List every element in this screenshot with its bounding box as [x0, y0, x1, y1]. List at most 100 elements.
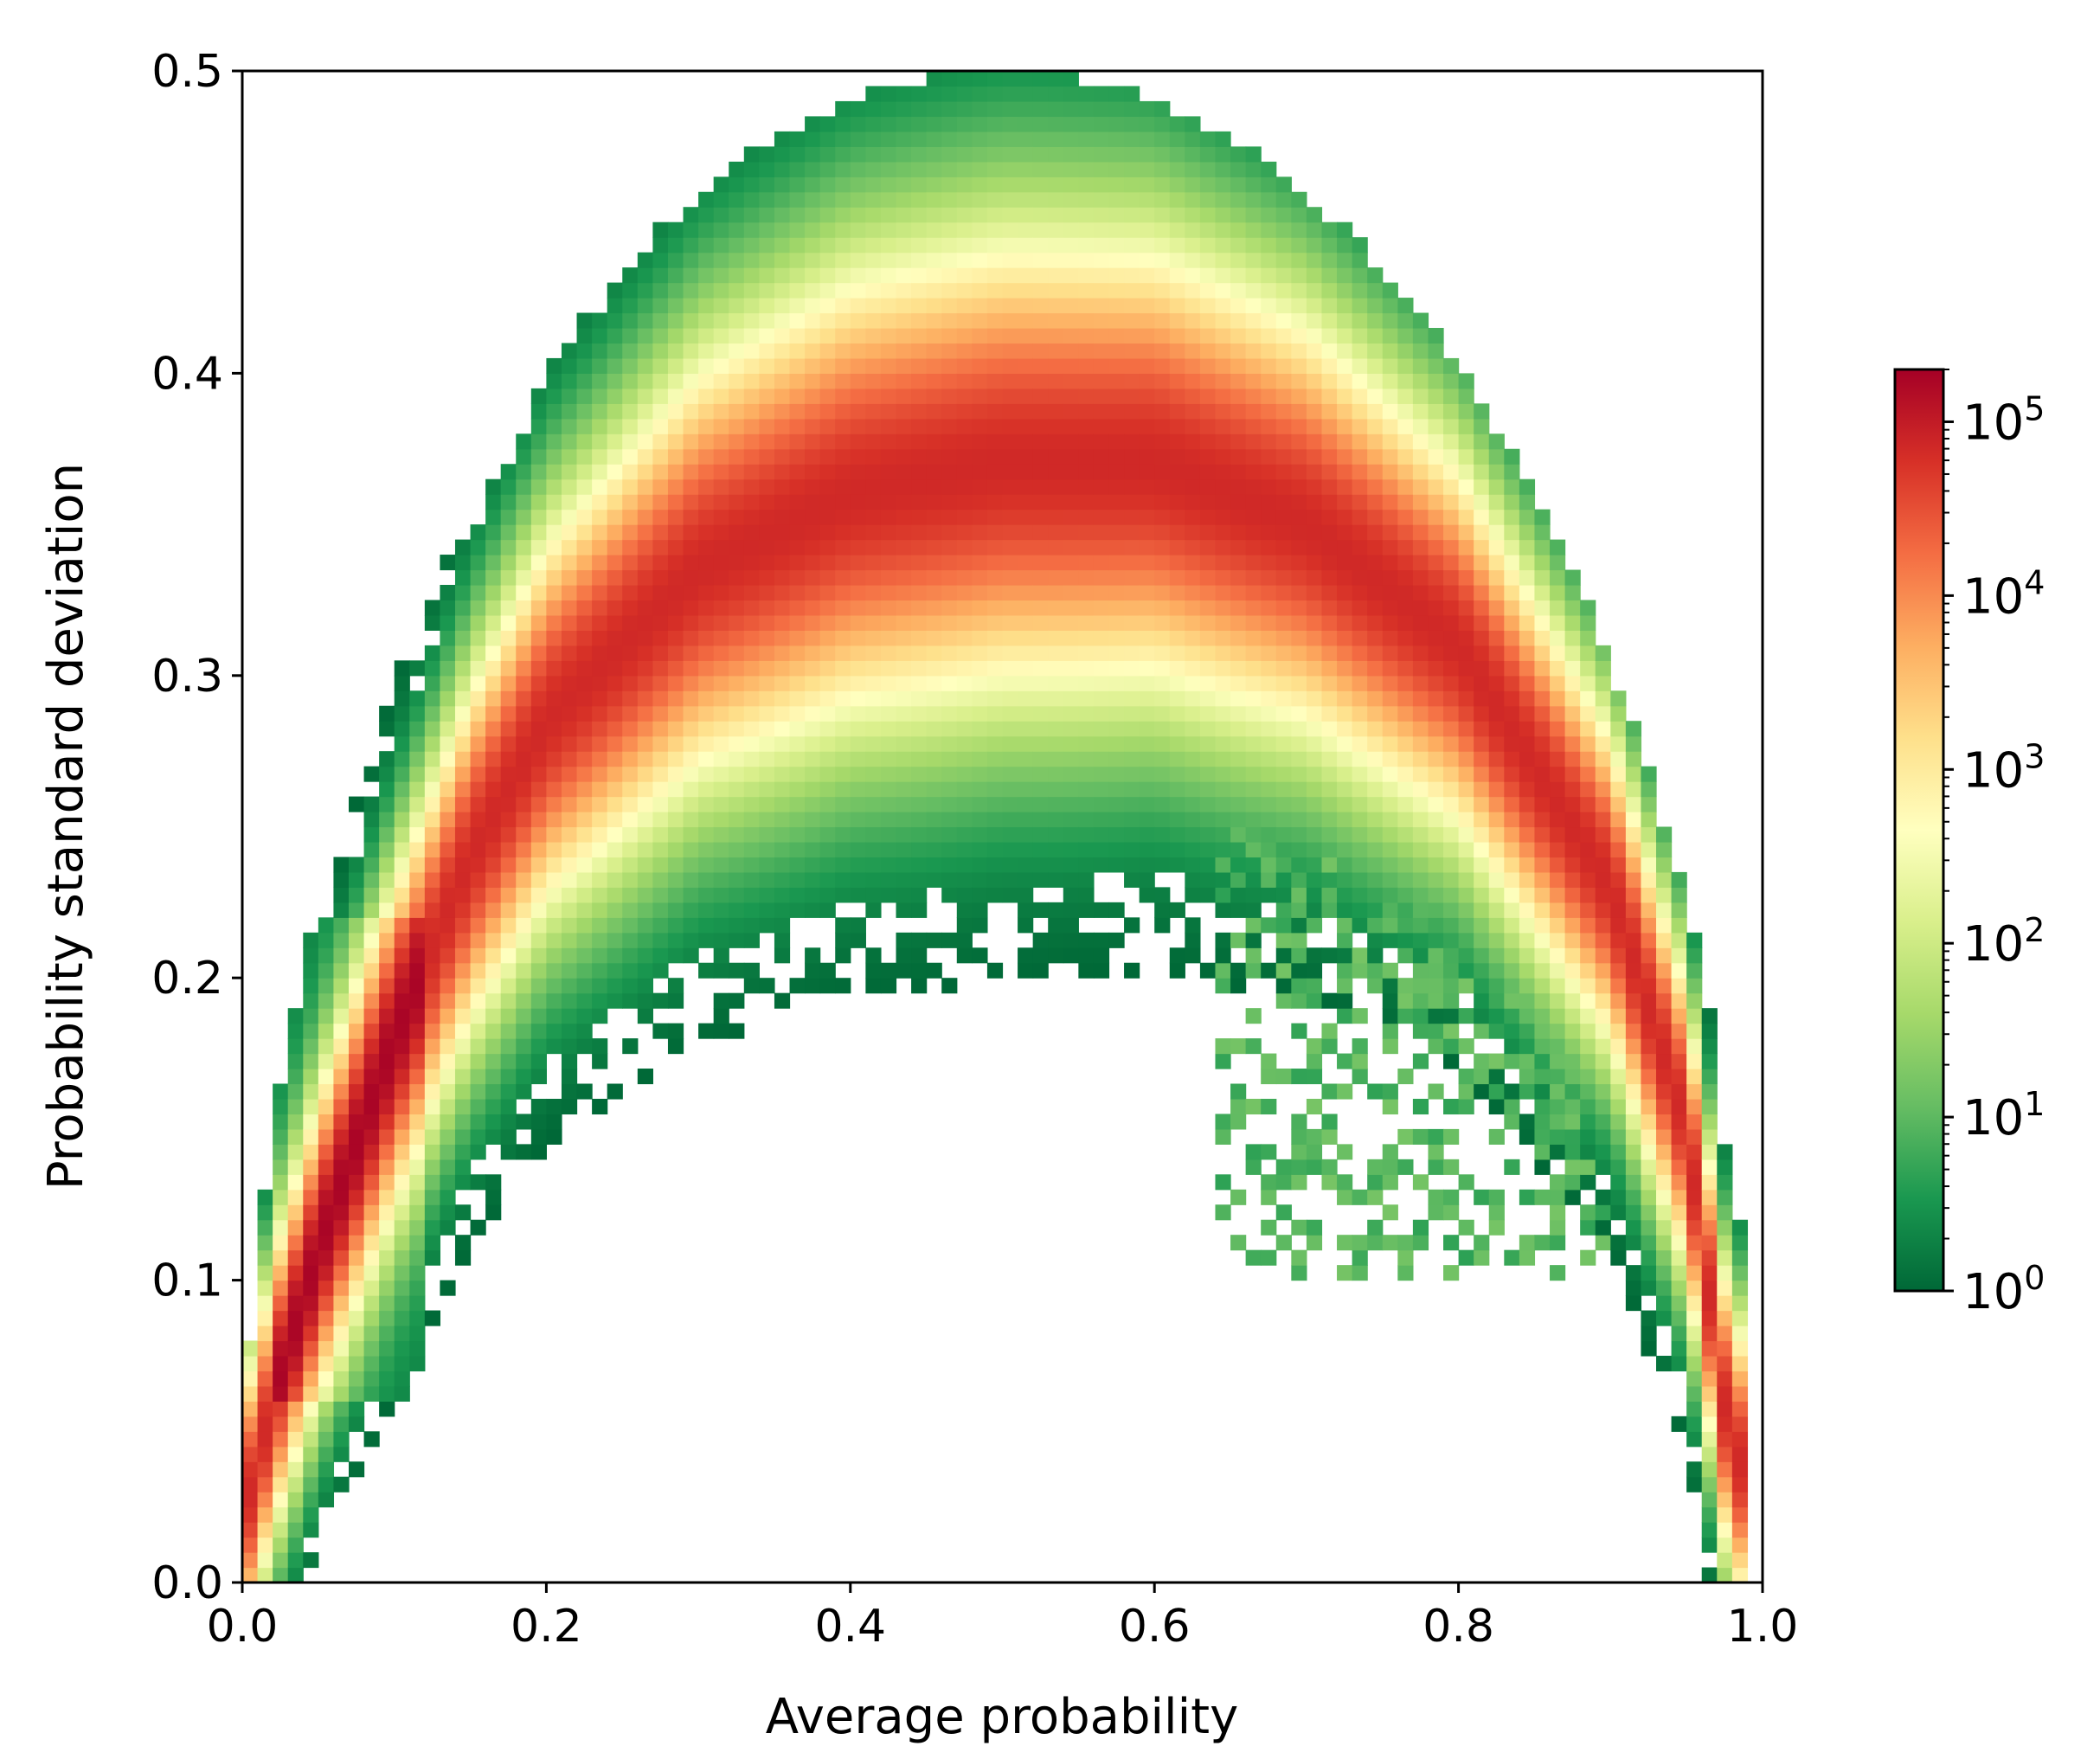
heatmap-cell — [729, 282, 745, 299]
heatmap-cell — [1671, 947, 1687, 964]
heatmap-cell — [1093, 781, 1110, 798]
heatmap-cell — [1428, 675, 1444, 691]
heatmap-cell — [470, 1174, 486, 1191]
heatmap-cell — [986, 645, 1004, 661]
heatmap-cell — [819, 388, 836, 404]
heatmap-cell — [835, 494, 851, 510]
heatmap-cell — [972, 388, 988, 404]
heatmap-cell — [530, 464, 547, 480]
heatmap-cell — [1474, 494, 1490, 510]
heatmap-cell — [1717, 1401, 1733, 1417]
heatmap-cell — [1580, 1083, 1596, 1100]
heatmap-cell — [759, 871, 775, 888]
heatmap-cell — [257, 1446, 273, 1462]
heatmap-cell — [789, 177, 806, 193]
heatmap-cell — [454, 1038, 472, 1055]
heatmap-cell — [713, 267, 729, 284]
heatmap-cell — [956, 826, 973, 843]
heatmap-cell — [607, 660, 623, 677]
heatmap-cell — [1382, 448, 1398, 465]
heatmap-cell — [1671, 1159, 1687, 1175]
heatmap-cell — [637, 751, 653, 767]
heatmap-cell — [1306, 902, 1323, 918]
heatmap-cell — [911, 100, 928, 118]
heatmap-cell — [1337, 252, 1353, 268]
heatmap-cell — [789, 418, 806, 434]
heatmap-cell — [774, 131, 791, 147]
heatmap-cell — [1199, 841, 1217, 858]
heatmap-cell — [1078, 207, 1095, 223]
heatmap-cell — [713, 721, 729, 737]
heatmap-cell — [333, 1431, 350, 1448]
heatmap-cell — [835, 841, 851, 858]
heatmap-cell — [1139, 131, 1155, 147]
heatmap-cell — [1352, 343, 1368, 359]
heatmap-cell — [1275, 478, 1292, 495]
heatmap-cell — [986, 312, 1004, 329]
heatmap-cell — [363, 1310, 380, 1326]
heatmap-cell — [713, 282, 729, 299]
heatmap-cell — [1048, 478, 1064, 495]
heatmap-cell — [698, 826, 715, 843]
heatmap-cell — [424, 1083, 441, 1100]
heatmap-cell — [1275, 403, 1292, 420]
heatmap-cell — [454, 675, 472, 691]
heatmap-cell — [1550, 992, 1566, 1009]
heatmap-cell — [1215, 660, 1231, 677]
heatmap-cell — [896, 539, 912, 555]
heatmap-cell — [1063, 600, 1079, 616]
heatmap-cell — [1656, 1189, 1673, 1205]
heatmap-cell — [819, 735, 836, 752]
heatmap-cell — [880, 403, 897, 420]
heatmap-cell — [1275, 237, 1292, 254]
heatmap-cell — [789, 569, 806, 586]
heatmap-cell — [379, 766, 395, 782]
heatmap-cell — [1382, 1008, 1398, 1024]
heatmap-cell — [789, 614, 806, 631]
heatmap-cell — [409, 871, 426, 888]
heatmap-cell — [1474, 600, 1490, 616]
heatmap-cell — [805, 343, 821, 359]
heatmap-cell — [394, 947, 410, 964]
heatmap-cell — [1671, 1219, 1687, 1236]
heatmap-cell — [941, 735, 958, 752]
heatmap-cell — [333, 1310, 350, 1326]
heatmap-cell — [1352, 600, 1368, 616]
heatmap-cell — [1474, 524, 1490, 541]
heatmap-cell — [1032, 705, 1049, 722]
heatmap-cell — [1580, 826, 1596, 843]
heatmap-cell — [1367, 433, 1384, 450]
heatmap-cell — [348, 1280, 365, 1296]
heatmap-cell — [454, 796, 472, 812]
heatmap-cell — [1625, 1128, 1642, 1145]
heatmap-cell — [880, 645, 897, 661]
heatmap-cell — [1443, 614, 1460, 631]
heatmap-cell — [516, 448, 532, 465]
heatmap-cell — [1261, 555, 1277, 571]
heatmap-cell — [1169, 221, 1185, 238]
heatmap-cell — [379, 1114, 395, 1130]
heatmap-cell — [440, 812, 456, 828]
heatmap-cell — [1078, 887, 1095, 903]
heatmap-cell — [379, 1385, 395, 1402]
heatmap-cell — [1185, 826, 1201, 843]
heatmap-cell — [561, 932, 578, 948]
heatmap-cell — [607, 433, 623, 450]
heatmap-cell — [1245, 1098, 1262, 1115]
heatmap-cell — [1169, 660, 1185, 677]
heatmap-cell — [363, 1385, 380, 1402]
heatmap-cell — [561, 1053, 578, 1069]
heatmap-cell — [622, 584, 639, 601]
heatmap-cell — [1291, 478, 1307, 495]
heatmap-cell — [698, 267, 715, 284]
heatmap-cell — [1275, 645, 1292, 661]
heatmap-cell — [1443, 841, 1460, 858]
heatmap-cell — [1199, 131, 1217, 147]
heatmap-cell — [1352, 478, 1368, 495]
heatmap-cell — [880, 418, 897, 434]
heatmap-cell — [1641, 887, 1657, 903]
heatmap-cell — [1367, 1235, 1384, 1251]
heatmap-cell — [774, 887, 791, 903]
heatmap-cell — [379, 705, 395, 722]
heatmap-cell — [379, 947, 395, 964]
